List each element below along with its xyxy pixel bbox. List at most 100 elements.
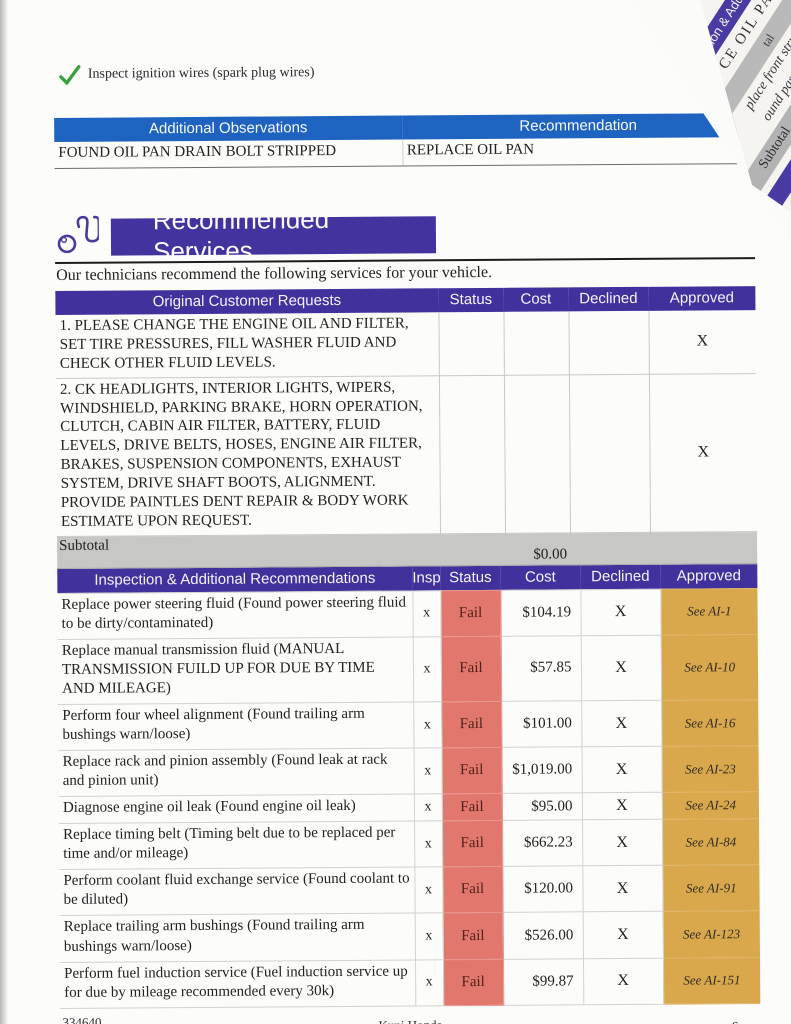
declined-cell: X <box>581 700 662 747</box>
table-row: Replace power steering fluid (Found powe… <box>57 588 758 640</box>
declined-cell: X <box>582 957 664 1005</box>
inspection-check-line: Inspect ignition wires (spark plug wires… <box>59 60 754 90</box>
service-description: Replace power steering fluid (Found powe… <box>57 590 413 640</box>
declined-cell: X <box>582 911 663 959</box>
approved-ref-cell: See AI-23 <box>661 745 759 793</box>
insp-cell: x <box>413 793 443 822</box>
status-header: Status <box>440 565 501 591</box>
declined-cell <box>568 373 651 533</box>
approved-ref-cell: See AI-91 <box>662 864 760 912</box>
status-fail-cell: Fail <box>442 912 503 960</box>
customer-requests-table: Original Customer Requests Status Cost D… <box>55 286 758 537</box>
subtotal-row: Subtotal $0.00 <box>57 531 758 569</box>
status-cell <box>438 375 506 534</box>
cost-cell: $101.00 <box>501 700 582 748</box>
declined-cell <box>568 310 649 375</box>
cost-cell: $526.00 <box>502 912 583 959</box>
approved-cell: X <box>648 310 756 374</box>
cost-cell: $662.23 <box>502 820 583 867</box>
request-cell: 2. CK HEADLIGHTS, INTERIOR LIGHTS, WIPER… <box>55 375 441 537</box>
recommended-services-header: Recommended Services <box>55 204 755 266</box>
status-fail-cell: Fail <box>441 747 502 794</box>
approved-ref-cell: See AI-16 <box>661 699 759 747</box>
status-fail-cell: Fail <box>442 958 504 1006</box>
cost-cell: $57.85 <box>500 635 582 702</box>
cost-cell: $104.19 <box>500 589 581 637</box>
service-description: Diagnose engine oil leak (Found engine o… <box>58 794 415 824</box>
status-fail-cell: Fail <box>440 636 502 702</box>
cost-cell <box>503 374 571 534</box>
insp-cell: x <box>414 867 443 914</box>
table-row: Perform coolant fluid exchange service (… <box>59 864 760 916</box>
approved-header: Approved <box>660 563 758 590</box>
service-description: Replace manual transmission fluid (MANUA… <box>57 636 414 705</box>
green-checkmark-icon <box>59 65 81 90</box>
table-row: Replace trailing arm bushings (Found tra… <box>59 911 760 962</box>
insp-cell: x <box>414 821 443 868</box>
declined-cell: X <box>581 746 662 794</box>
approved-ref-cell: See AI-10 <box>660 634 759 701</box>
dealer-info: Kuni Honda 10750 E Arapahoe Road Centenn… <box>60 1014 760 1024</box>
table-row: 2. CK HEADLIGHTS, INTERIOR LIGHTS, WIPER… <box>55 373 758 537</box>
declined-header: Declined <box>568 286 649 312</box>
declined-cell: X <box>580 635 662 701</box>
declined-cell: X <box>582 819 663 867</box>
service-description: Replace trailing arm bushings (Found tra… <box>59 913 415 962</box>
table-row: Perform four wheel alignment (Found trai… <box>58 699 759 751</box>
observation-cell: FOUND OIL PAN DRAIN BOLT STRIPPED <box>54 139 403 169</box>
cost-cell: $120.00 <box>502 866 583 913</box>
cost-header: Cost <box>500 565 581 591</box>
insp-cell: x <box>414 959 444 1006</box>
approved-cell: X <box>648 373 758 533</box>
insp-cell: x <box>412 590 441 637</box>
inspection-header: Inspection & Additional Recommendations <box>57 566 413 594</box>
insp-cell: x <box>413 701 442 749</box>
page-number: 6 <box>731 1020 738 1024</box>
observations-header: Additional Observations <box>54 115 403 142</box>
declined-header: Declined <box>580 564 661 590</box>
status-header: Status <box>438 287 504 313</box>
insp-cell: x <box>412 636 442 703</box>
insp-cell: x <box>413 747 442 795</box>
cost-cell: $1,019.00 <box>501 746 582 794</box>
page-content: Inspect ignition wires (spark plug wires… <box>53 0 761 1024</box>
approved-header: Approved <box>648 286 756 311</box>
status-fail-cell: Fail <box>442 866 503 914</box>
insp-cell: x <box>414 913 443 960</box>
status-fail-cell: Fail <box>440 590 501 637</box>
requests-header: Original Customer Requests <box>55 288 439 315</box>
service-description: Perform four wheel alignment (Found trai… <box>58 702 414 751</box>
table-row: Replace rack and pinion assembly (Found … <box>58 745 759 797</box>
approved-ref-cell: See AI-151 <box>662 957 761 1004</box>
insp-header: Insp <box>412 566 441 591</box>
table-row: Perform fuel induction service (Fuel ind… <box>60 957 761 1009</box>
table-row: Replace manual transmission fluid (MANUA… <box>57 634 759 705</box>
cost-cell <box>503 311 569 376</box>
approved-ref-cell: See AI-24 <box>661 791 760 820</box>
approved-ref-cell: See AI-1 <box>660 588 758 636</box>
status-cell <box>438 311 504 376</box>
table-row: 1. PLEASE CHANGE THE ENGINE OIL AND FILT… <box>55 310 756 379</box>
service-description: Perform fuel induction service (Fuel ind… <box>60 959 416 1009</box>
declined-cell: X <box>582 865 663 913</box>
service-description: Replace rack and pinion assembly (Found … <box>58 748 414 797</box>
cost-cell: $95.00 <box>501 793 583 821</box>
declined-cell: X <box>581 792 663 821</box>
service-description: Perform coolant fluid exchange service (… <box>59 867 415 916</box>
cost-header: Cost <box>503 287 569 312</box>
service-description: Replace timing belt (Timing belt due to … <box>59 821 415 870</box>
status-fail-cell: Fail <box>442 820 503 868</box>
recommended-services-title: Recommended Services <box>110 204 437 266</box>
stethoscope-icon <box>55 212 101 261</box>
inspection-check-text: Inspect ignition wires (spark plug wires… <box>87 65 315 82</box>
request-cell: 1. PLEASE CHANGE THE ENGINE OIL AND FILT… <box>55 312 439 379</box>
status-fail-cell: Fail <box>441 793 503 822</box>
page-footer: 334640 Kuni Honda 10750 E Arapahoe Road … <box>60 1008 760 1024</box>
folded-corner-overlay: ction & Addi CE OIL PAN tal place front … <box>611 0 791 250</box>
declined-cell: X <box>580 589 661 636</box>
dealer-name: Kuni Honda <box>60 1014 760 1024</box>
scan-edge-shadow <box>0 0 8 1024</box>
table-row: Replace timing belt (Timing belt due to … <box>59 818 760 870</box>
cost-cell: $99.87 <box>502 958 584 1005</box>
